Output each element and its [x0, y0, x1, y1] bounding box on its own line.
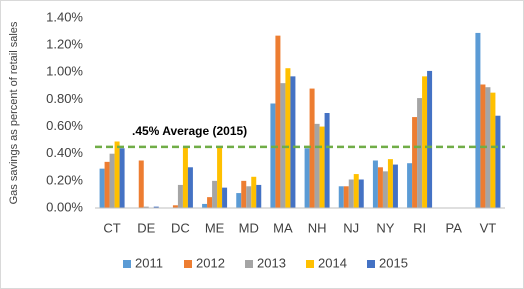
bar — [422, 76, 428, 208]
bar — [172, 205, 178, 208]
bar — [202, 203, 208, 208]
x-tick-label: ME — [205, 220, 225, 235]
bar — [109, 153, 115, 208]
bar — [119, 148, 125, 208]
bar — [187, 167, 193, 208]
y-tick-label: 1.40% — [46, 9, 83, 24]
bar — [177, 184, 183, 208]
y-tick-label: 0.20% — [46, 172, 83, 187]
legend-label: 2015 — [379, 255, 408, 270]
bar — [207, 197, 213, 208]
legend-swatch — [306, 260, 314, 268]
x-tick-label: DC — [171, 220, 190, 235]
bar — [153, 206, 159, 208]
x-tick-label: PA — [446, 220, 463, 235]
legend-swatch — [367, 260, 375, 268]
legend-swatch — [245, 260, 253, 268]
bar — [338, 186, 344, 208]
y-tick-label: 1.20% — [46, 37, 83, 52]
bar — [182, 146, 188, 208]
legend-swatch — [123, 260, 131, 268]
y-tick-label: 1.00% — [46, 64, 83, 79]
bar — [358, 179, 364, 208]
y-tick-label: 0.80% — [46, 91, 83, 106]
legend-label: 2014 — [318, 255, 347, 270]
bar — [377, 167, 383, 208]
bar — [251, 176, 257, 208]
legend-label: 2013 — [257, 255, 286, 270]
bar — [309, 88, 315, 208]
x-tick-label: MD — [239, 220, 259, 235]
y-axis-label: Gas savings as percent of retail sales — [8, 21, 20, 204]
bar — [387, 159, 393, 208]
bar — [241, 180, 247, 208]
legend-swatch — [184, 260, 192, 268]
bar — [114, 141, 120, 208]
bar — [324, 113, 330, 208]
x-tick-label: DE — [137, 220, 155, 235]
bar — [319, 126, 325, 208]
bar — [314, 123, 320, 208]
x-tick-label: NY — [376, 220, 394, 235]
bar — [246, 186, 252, 208]
bar — [285, 68, 291, 208]
bar — [236, 193, 242, 208]
bar — [290, 76, 296, 208]
bar — [485, 87, 491, 208]
x-tick-label: RI — [413, 220, 426, 235]
x-tick-label: NJ — [343, 220, 359, 235]
bar — [212, 180, 218, 208]
x-tick-label: MA — [273, 220, 293, 235]
legend-label: 2012 — [196, 255, 225, 270]
bar — [348, 179, 354, 208]
y-tick-label: 0.00% — [46, 199, 83, 214]
x-tick-label: CT — [103, 220, 120, 235]
bar — [412, 117, 418, 208]
bar — [343, 186, 349, 208]
bar — [143, 206, 149, 208]
bar — [353, 174, 359, 208]
bar — [372, 160, 378, 208]
bar — [304, 148, 310, 208]
bar — [99, 168, 105, 208]
bar — [407, 163, 413, 208]
x-tick-label: VT — [480, 220, 497, 235]
bar — [104, 161, 110, 208]
bar — [222, 187, 228, 208]
bar — [217, 146, 223, 208]
y-tick-label: 0.60% — [46, 118, 83, 133]
bar — [495, 115, 501, 208]
bar — [475, 32, 481, 208]
bar — [275, 35, 281, 209]
bar — [270, 103, 276, 208]
bar — [280, 83, 286, 208]
bar — [417, 98, 423, 208]
y-tick-label: 0.40% — [46, 145, 83, 160]
x-tick-label: NH — [308, 220, 327, 235]
bar — [490, 92, 496, 208]
bar — [256, 184, 262, 208]
bar — [382, 171, 388, 208]
bar — [138, 160, 144, 208]
bar — [427, 70, 433, 208]
bar — [392, 164, 398, 208]
legend-label: 2011 — [135, 255, 163, 270]
annotation: .45% Average (2015) — [132, 124, 247, 138]
